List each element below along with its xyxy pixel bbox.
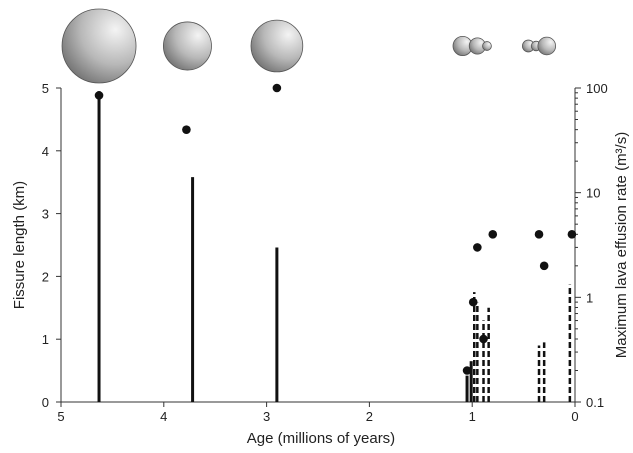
volume-sphere [61, 8, 137, 84]
volume-sphere [162, 21, 212, 71]
y-tick-label: 5 [42, 81, 49, 96]
fissure-bars [97, 91, 572, 402]
effusion-point [182, 125, 191, 134]
x-axis-title: Age (millions of years) [247, 430, 395, 447]
effusion-point [468, 297, 478, 307]
effusion-point [567, 230, 577, 239]
y-axis-title: Fissure length (km) [11, 181, 28, 309]
y-tick-label: 4 [42, 144, 49, 159]
x-tick-label: 0 [571, 409, 578, 424]
y-tick-label: 1 [42, 332, 49, 347]
effusion-point [539, 261, 549, 271]
effusion-point [534, 230, 544, 239]
effusion-point [488, 230, 498, 239]
y2-tick-label: 0.1 [586, 395, 604, 410]
y2-axis-title-text: Maximum lava effusion rate (m³/s) [613, 132, 630, 358]
x-tick-label: 2 [366, 409, 373, 424]
y2-tick-label: 10 [586, 186, 600, 201]
effusion-point [462, 366, 472, 375]
y2-tick-label: 100 [586, 81, 608, 96]
volume-spheres [61, 8, 557, 84]
x-tick-label: 5 [57, 409, 64, 424]
effusion-points [94, 83, 577, 375]
y2-axis-title: Maximum lava effusion rate (m³/s) [613, 132, 630, 358]
effusion-point [473, 243, 482, 252]
y2-tick-label: 1 [586, 290, 593, 305]
effusion-point [272, 83, 282, 93]
x-tick-label: 1 [469, 409, 476, 424]
volume-sphere [482, 41, 492, 51]
y-tick-label: 0 [42, 395, 49, 410]
effusion-point [479, 334, 488, 344]
y-tick-label: 2 [42, 269, 49, 284]
volume-sphere [250, 19, 304, 73]
effusion-point [94, 91, 104, 100]
y-tick-label: 3 [42, 207, 49, 222]
volume-sphere [537, 36, 557, 56]
x-tick-label: 4 [160, 409, 167, 424]
x-tick-label: 3 [263, 409, 270, 424]
